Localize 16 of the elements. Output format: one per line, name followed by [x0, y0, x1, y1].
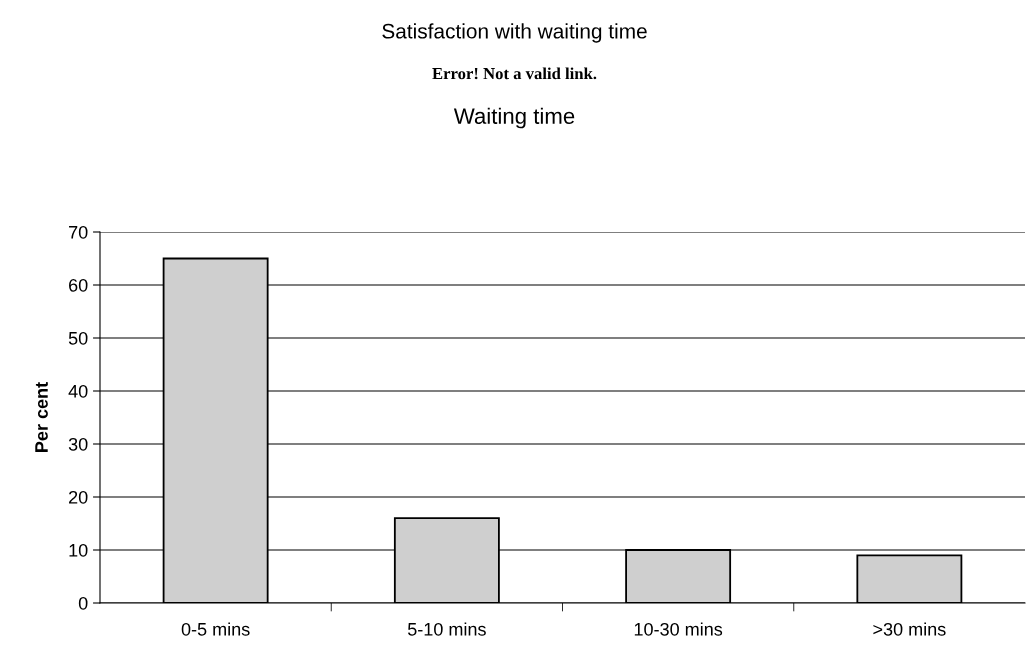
y-tick-label: 40	[68, 384, 88, 398]
y-tick-label: 60	[69, 278, 88, 292]
y-tick-label: 50	[68, 331, 88, 345]
x-tick-label: 0-5 mins	[181, 622, 250, 636]
y-tick-label: 20	[69, 490, 88, 504]
y-tick-label: 10	[69, 543, 88, 557]
x-tick-label: 5-10 mins	[407, 622, 486, 636]
y-tick-label: 70	[69, 225, 88, 239]
y-axis-title: Per cent	[35, 382, 48, 452]
chart-title: Satisfaction with waiting time	[382, 23, 647, 43]
x-tick-label: 10-30 mins	[634, 622, 723, 636]
y-tick-label: 0	[78, 596, 88, 610]
text: Error! Not a valid link.	[432, 67, 597, 80]
x-tick-label: >30 mins	[873, 622, 946, 636]
chart-subtitle: Waiting time	[453, 107, 575, 129]
y-tick-label: 30	[68, 437, 88, 451]
